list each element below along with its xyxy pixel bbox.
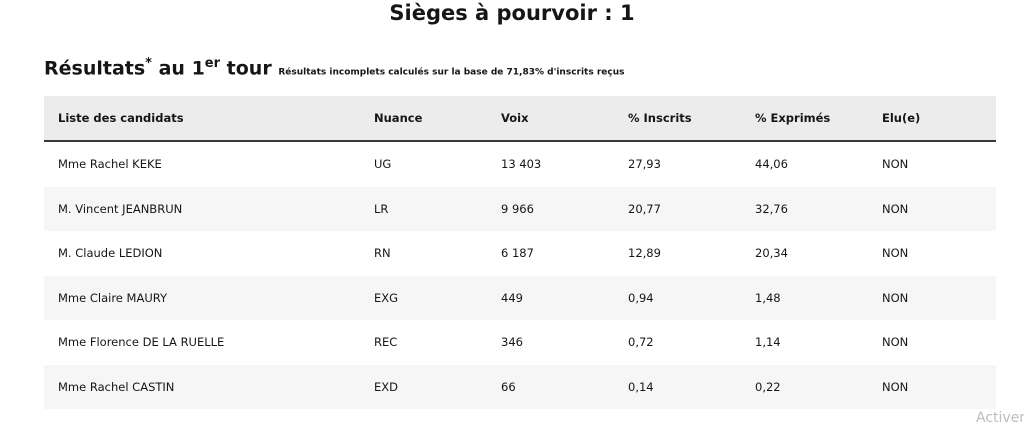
table-cell: 27,93 [628,157,661,171]
page-title: Sièges à pourvoir : 1 [389,1,635,25]
table-cell: EXG [374,290,399,305]
column-header: Liste des candidats [58,111,184,125]
table-cell: 0,72 [628,335,654,349]
section-heading: Résultats* au 1er tour Résultats incompl… [44,56,624,79]
table-row: Mme Rachel KEKE UG 13 403 27,93 44,06 NON [44,142,996,187]
table-row: M. Claude LEDION RN 6 187 12,89 20,34 NON [44,231,996,276]
table-cell: Mme Florence DE LA RUELLE [58,335,225,349]
table-cell: 9 966 [501,201,534,216]
column-header: Nuance [374,111,423,125]
table-cell: NON [882,157,909,171]
table-cell: 1,14 [755,335,781,349]
table-cell: Mme Rachel KEKE [58,157,162,171]
table-row: M. Vincent JEANBRUN LR 9 966 20,77 32,76 NON [44,186,996,231]
column-header: Voix [501,111,529,125]
table-cell: NON [882,290,909,305]
table-row: Mme Claire MAURY EXG 449 0,94 1,48 NON [44,275,996,320]
table-cell: 0,94 [628,290,654,305]
round-prefix: au 1 [158,57,205,80]
table-cell: M. Claude LEDION [58,246,163,260]
table-row: Mme Florence DE LA RUELLE REC 346 0,72 1,14 N… [44,320,996,365]
asterisk: * [145,56,152,71]
table-cell: NON [882,201,909,216]
round-suffix: tour [226,57,272,80]
table-cell: 44,06 [755,157,788,171]
table-cell: NON [882,246,909,260]
column-header: % Inscrits [628,111,692,125]
table-cell: 6 187 [501,246,534,260]
table-cell: 346 [501,335,523,349]
table-cell: Mme Rachel CASTIN [58,379,175,394]
table-cell: REC [374,335,398,349]
table-cell: Mme Claire MAURY [58,290,168,305]
table-cell: UG [374,157,392,171]
table-cell: 13 403 [501,157,542,171]
table-cell: 0,14 [628,379,654,394]
heading-text: Résultats [44,57,146,80]
table-cell: 66 [501,379,516,394]
table-row: Mme Rachel CASTIN EXD 66 0,14 0,22 NON [44,364,996,409]
column-header: Elu(e) [882,111,921,125]
table-cell: RN [374,246,391,260]
table-cell: 0,22 [755,379,781,394]
note: Résultats incomplets calculés sur la bas… [278,67,625,78]
table-cell: 20,34 [755,246,788,260]
table-cell: NON [882,379,909,394]
header-row: Liste des candidats Nuance Voix % Inscrits%… [44,96,996,142]
table-cell: NON [882,335,909,349]
results-table: Liste des candidats Nuance Voix % Inscrits%… [44,96,996,409]
column-header: % Exprimés [755,111,831,125]
table-cell: 449 [501,290,523,305]
table-cell: LR [374,201,389,216]
table-cell: 32,76 [755,201,788,216]
round-sup: er [204,56,221,71]
table-cell: 1,48 [755,290,781,305]
table-cell: 12,89 [628,246,661,260]
table-cell: M. Vincent JEANBRUN [58,201,183,216]
watermark: Activer [976,410,1024,426]
table-cell: 20,77 [628,201,661,216]
table-cell: EXD [374,379,398,394]
